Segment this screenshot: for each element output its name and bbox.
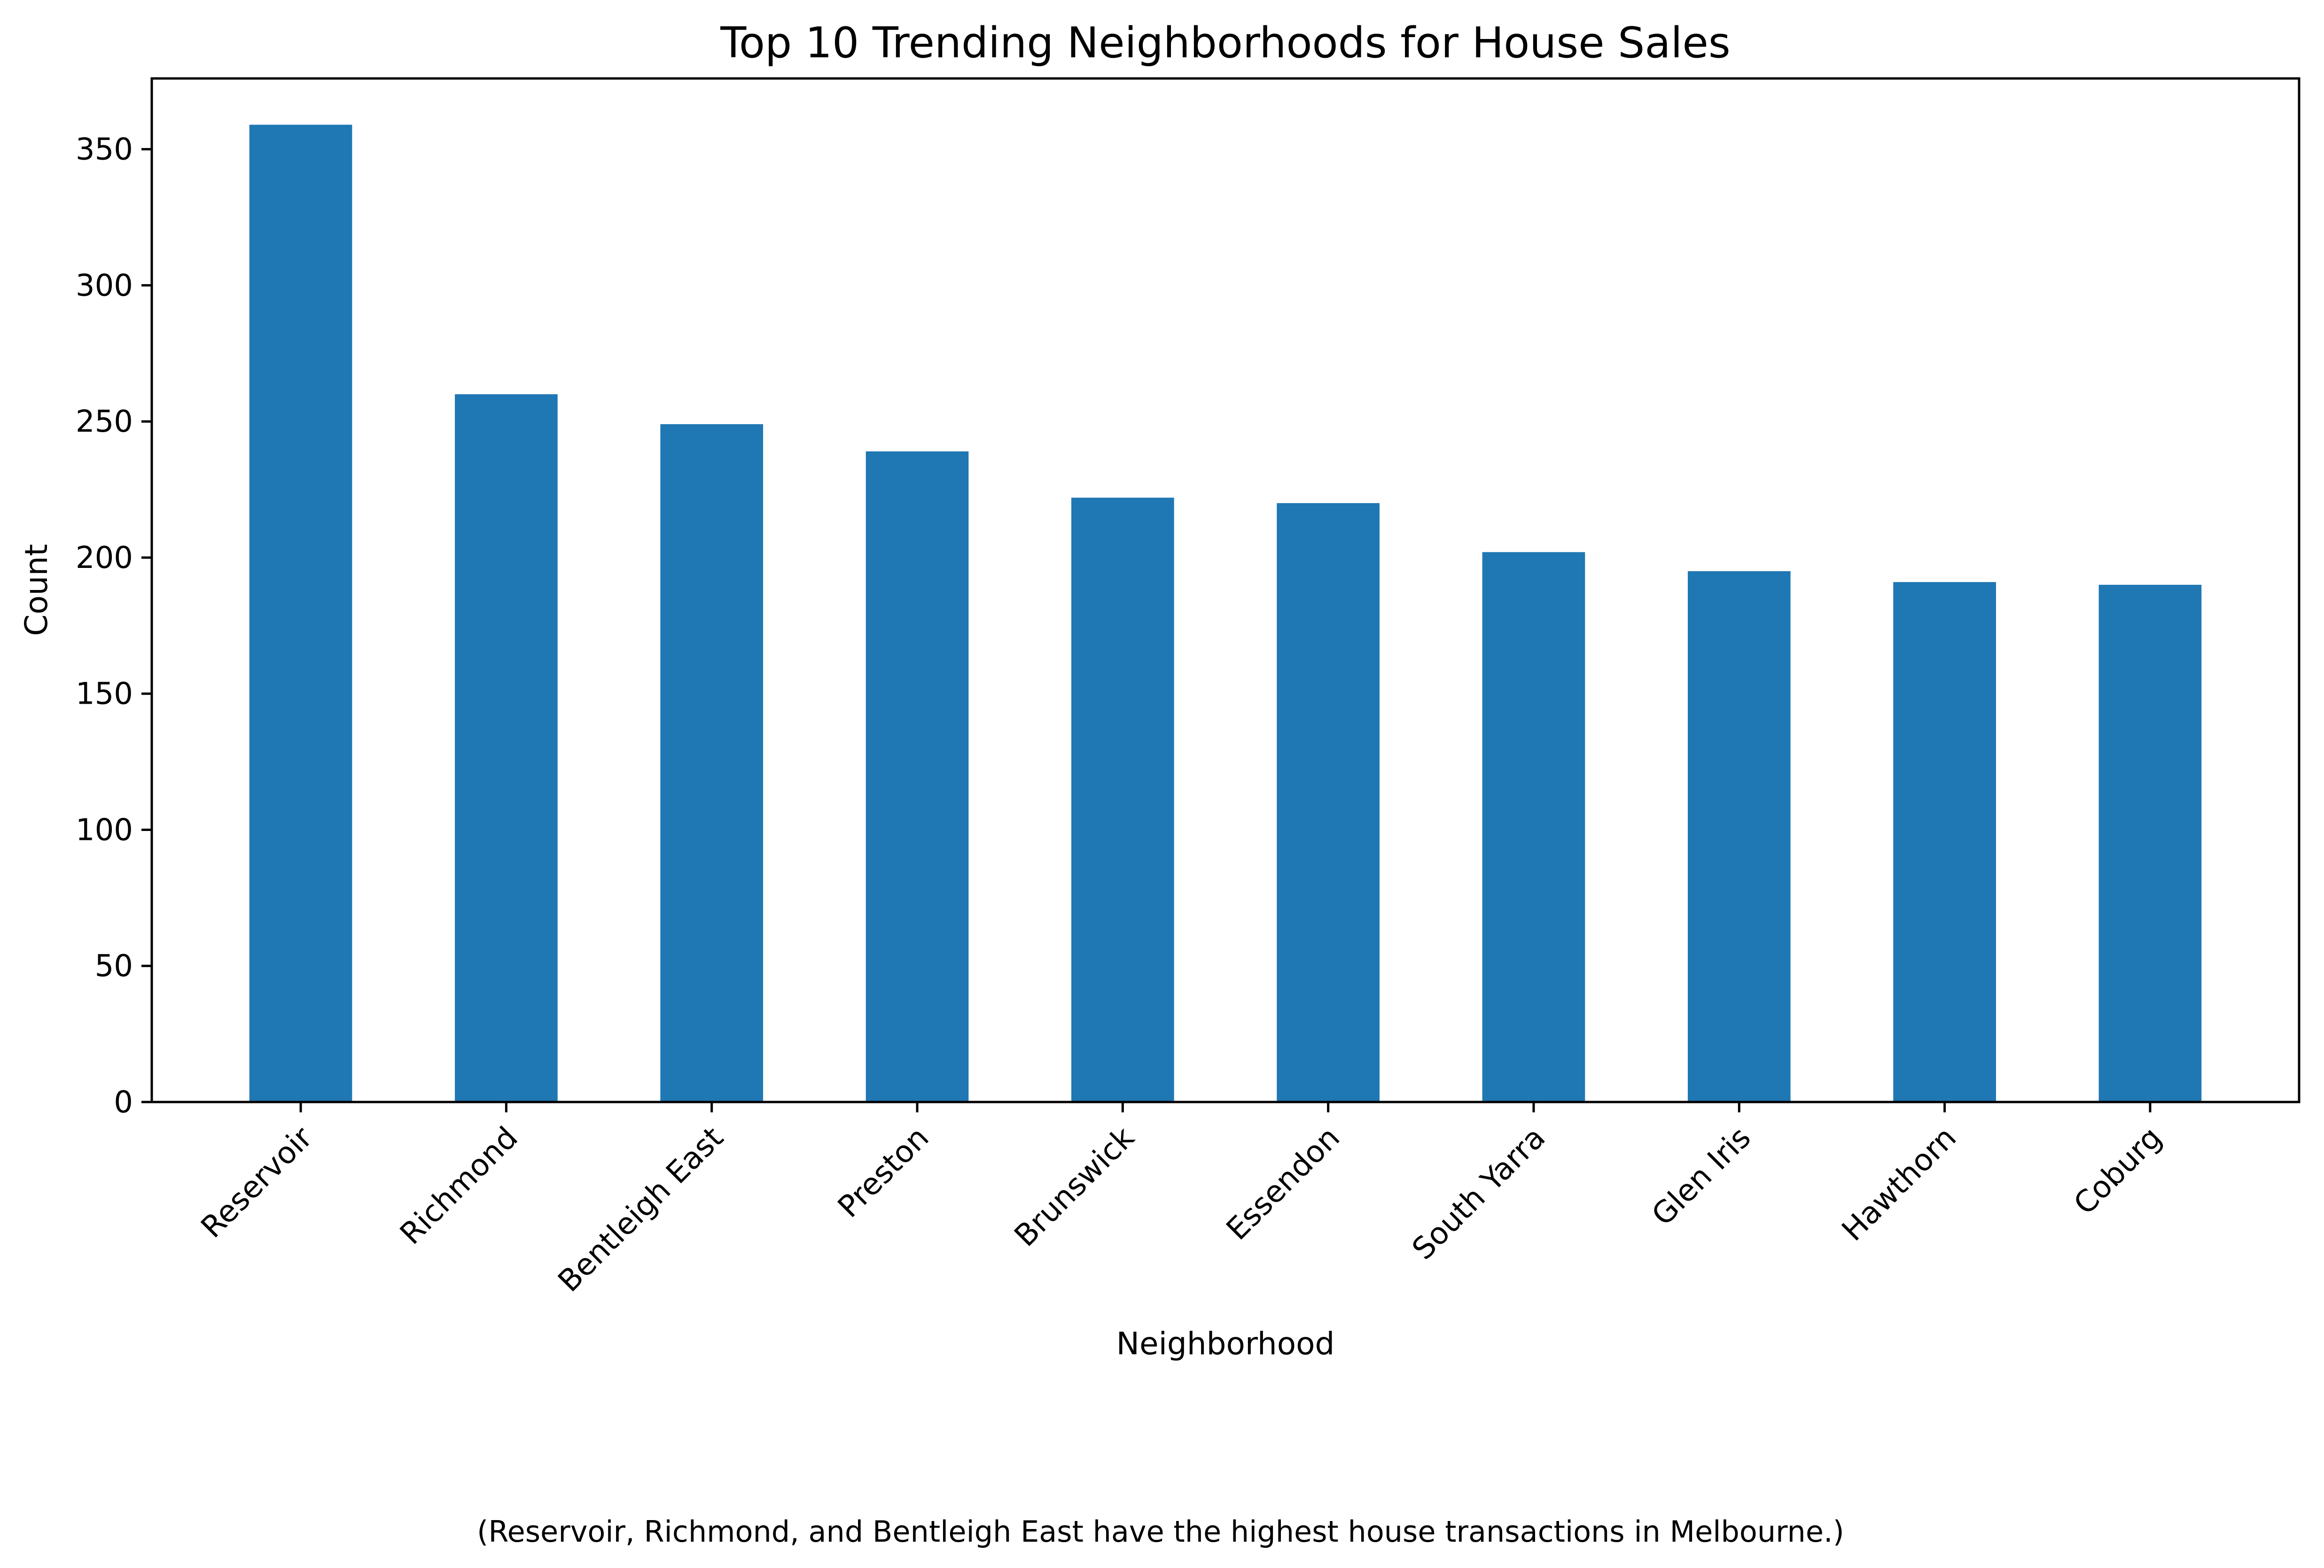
- y-tick-label: 0: [114, 1085, 133, 1120]
- bar-essendon: [1277, 503, 1380, 1102]
- y-axis: 0 50 100 150 200 250 300 350: [76, 132, 152, 1120]
- bar-richmond: [455, 394, 558, 1102]
- y-tick-label: 300: [76, 268, 133, 303]
- y-tick-label: 150: [76, 677, 133, 712]
- bar-south-yarra: [1482, 552, 1585, 1102]
- bars-layer: [249, 124, 2202, 1102]
- bar-brunswick: [1071, 497, 1174, 1102]
- bar-bentleigh-east: [660, 424, 764, 1102]
- y-tick-label: 50: [95, 949, 133, 984]
- y-tick-label: 200: [76, 541, 133, 575]
- y-tick-label: 100: [76, 813, 133, 847]
- bar-coburg: [2098, 584, 2202, 1102]
- bar-glen-iris: [1687, 571, 1791, 1102]
- y-axis-label: Count: [18, 544, 55, 636]
- bar-reservoir: [249, 124, 352, 1102]
- y-tick-label: 350: [76, 132, 133, 167]
- plot-frame: [150, 77, 2301, 1103]
- chart-title: Top 10 Trending Neighborhoods for House …: [720, 18, 1731, 68]
- bar-preston: [866, 451, 969, 1102]
- y-tick-label: 250: [76, 404, 133, 439]
- chart-caption: (Reservoir, Richmond, and Bentleigh East…: [477, 1514, 1844, 1549]
- x-axis-label: Neighborhood: [1116, 1326, 1335, 1362]
- bar-hawthorn: [1893, 582, 1996, 1102]
